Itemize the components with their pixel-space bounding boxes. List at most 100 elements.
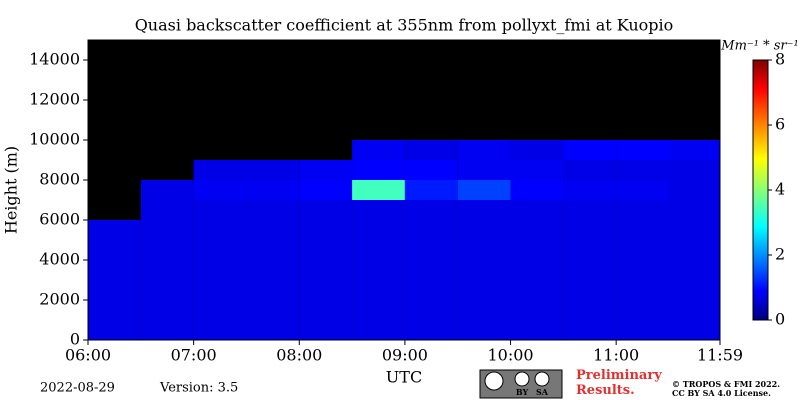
heatmap-cell bbox=[616, 240, 669, 260]
heatmap-cell bbox=[404, 160, 458, 180]
heatmap-cell bbox=[668, 260, 720, 280]
heatmap-cell bbox=[193, 240, 247, 260]
heatmap-cell bbox=[352, 300, 405, 320]
heatmap-cell bbox=[457, 200, 511, 220]
y-tick-label: 8000 bbox=[39, 170, 80, 189]
heatmap-cell bbox=[140, 280, 194, 300]
heatmap-cell bbox=[193, 280, 247, 300]
colorbar-tick-label: 0 bbox=[775, 310, 785, 329]
heatmap-cell bbox=[563, 180, 617, 200]
heatmap-cell bbox=[299, 240, 353, 260]
heatmap-cell bbox=[246, 240, 300, 260]
x-tick-label: 07:00 bbox=[171, 346, 217, 365]
heatmap-cell bbox=[299, 220, 353, 240]
heatmap-cell bbox=[352, 160, 405, 180]
heatmap-cell bbox=[193, 160, 247, 180]
heatmap-cell bbox=[404, 320, 458, 340]
heatmap-cell bbox=[299, 200, 353, 220]
heatmap-cell bbox=[510, 180, 564, 200]
heatmap-cell bbox=[88, 280, 141, 300]
heatmap-cell bbox=[510, 200, 564, 220]
y-tick-label: 14000 bbox=[29, 50, 80, 69]
heatmap-cell bbox=[563, 140, 617, 160]
heatmap-cell bbox=[616, 160, 669, 180]
heatmap-cell bbox=[563, 300, 617, 320]
heatmap-cell bbox=[193, 260, 247, 280]
heatmap-cell bbox=[193, 300, 247, 320]
heatmap-cell bbox=[457, 300, 511, 320]
heatmap-cell bbox=[193, 220, 247, 240]
heatmap-cell bbox=[352, 180, 405, 200]
notice-text: Preliminary Results. bbox=[576, 368, 662, 398]
heatmap-cell bbox=[616, 180, 669, 200]
heatmap-cell bbox=[457, 140, 511, 160]
heatmap-cell bbox=[510, 140, 564, 160]
x-tick-label: 11:59 bbox=[697, 346, 743, 365]
heatmap-cell bbox=[563, 200, 617, 220]
heatmap-cell bbox=[246, 300, 300, 320]
heatmap-cell bbox=[404, 300, 458, 320]
heatmap-cell bbox=[246, 220, 300, 240]
plot-frame bbox=[87, 39, 721, 341]
colorbar-tick-label: 2 bbox=[775, 245, 785, 264]
heatmap-cell bbox=[404, 260, 458, 280]
heatmap-cell bbox=[140, 240, 194, 260]
heatmap-cell bbox=[404, 220, 458, 240]
colorbar-tick-label: 6 bbox=[775, 115, 785, 134]
heatmap-cell bbox=[352, 140, 405, 160]
heatmap-cell bbox=[668, 320, 720, 340]
version: Version: 3.5 bbox=[159, 381, 238, 396]
date: 2022-08-29 bbox=[40, 381, 115, 396]
heatmap-cell bbox=[668, 180, 720, 200]
cc-icon bbox=[484, 371, 504, 391]
badge-by: BY bbox=[516, 387, 529, 397]
heatmap-cell bbox=[457, 240, 511, 260]
heatmap-cell bbox=[668, 240, 720, 260]
heatmap-cell bbox=[404, 180, 458, 200]
heatmap-cell bbox=[246, 160, 300, 180]
y-tick-label: 4000 bbox=[39, 250, 80, 269]
heatmap-cell bbox=[563, 320, 617, 340]
heatmap-cell bbox=[88, 240, 141, 260]
heatmap-cell bbox=[246, 180, 300, 200]
heatmap-cell bbox=[668, 280, 720, 300]
heatmap-cell bbox=[616, 280, 669, 300]
heatmap-cell bbox=[457, 160, 511, 180]
notice: Preliminary Results. bbox=[576, 368, 662, 398]
heatmap-cell bbox=[616, 200, 669, 220]
heatmap-cell bbox=[299, 320, 353, 340]
heatmap-cell bbox=[404, 240, 458, 260]
heatmap-cell bbox=[88, 220, 141, 240]
heatmap-cell bbox=[352, 240, 405, 260]
heatmap-cell bbox=[563, 220, 617, 240]
heatmap-cell bbox=[616, 220, 669, 240]
heatmap-cell bbox=[140, 200, 194, 220]
heatmap-cell bbox=[510, 220, 564, 240]
heatmap-cell bbox=[404, 140, 458, 160]
heatmap-cell bbox=[457, 280, 511, 300]
heatmap-cell bbox=[510, 260, 564, 280]
heatmap-cell bbox=[510, 280, 564, 300]
heatmap-cell bbox=[352, 220, 405, 240]
heatmap-cell bbox=[246, 200, 300, 220]
heatmap-cell bbox=[668, 140, 720, 160]
heatmap-cell bbox=[510, 240, 564, 260]
heatmap-cell bbox=[404, 280, 458, 300]
heatmap-cell bbox=[616, 300, 669, 320]
heatmap-cell bbox=[563, 160, 617, 180]
heatmap-cell bbox=[88, 300, 141, 320]
heatmap-cell bbox=[352, 200, 405, 220]
heatmap-cell bbox=[668, 160, 720, 180]
heatmap-cell bbox=[88, 320, 141, 340]
heatmap-cell bbox=[510, 160, 564, 180]
heatmap-cell bbox=[352, 280, 405, 300]
heatmap-cell bbox=[563, 240, 617, 260]
heatmap-cell bbox=[404, 200, 458, 220]
y-axis-label: Height (m) bbox=[2, 146, 21, 234]
colorbar-tick-label: 8 bbox=[775, 50, 785, 69]
heatmap-cell bbox=[299, 280, 353, 300]
heatmap-cell bbox=[457, 260, 511, 280]
heatmap-cell bbox=[352, 320, 405, 340]
heatmap-cell bbox=[299, 260, 353, 280]
